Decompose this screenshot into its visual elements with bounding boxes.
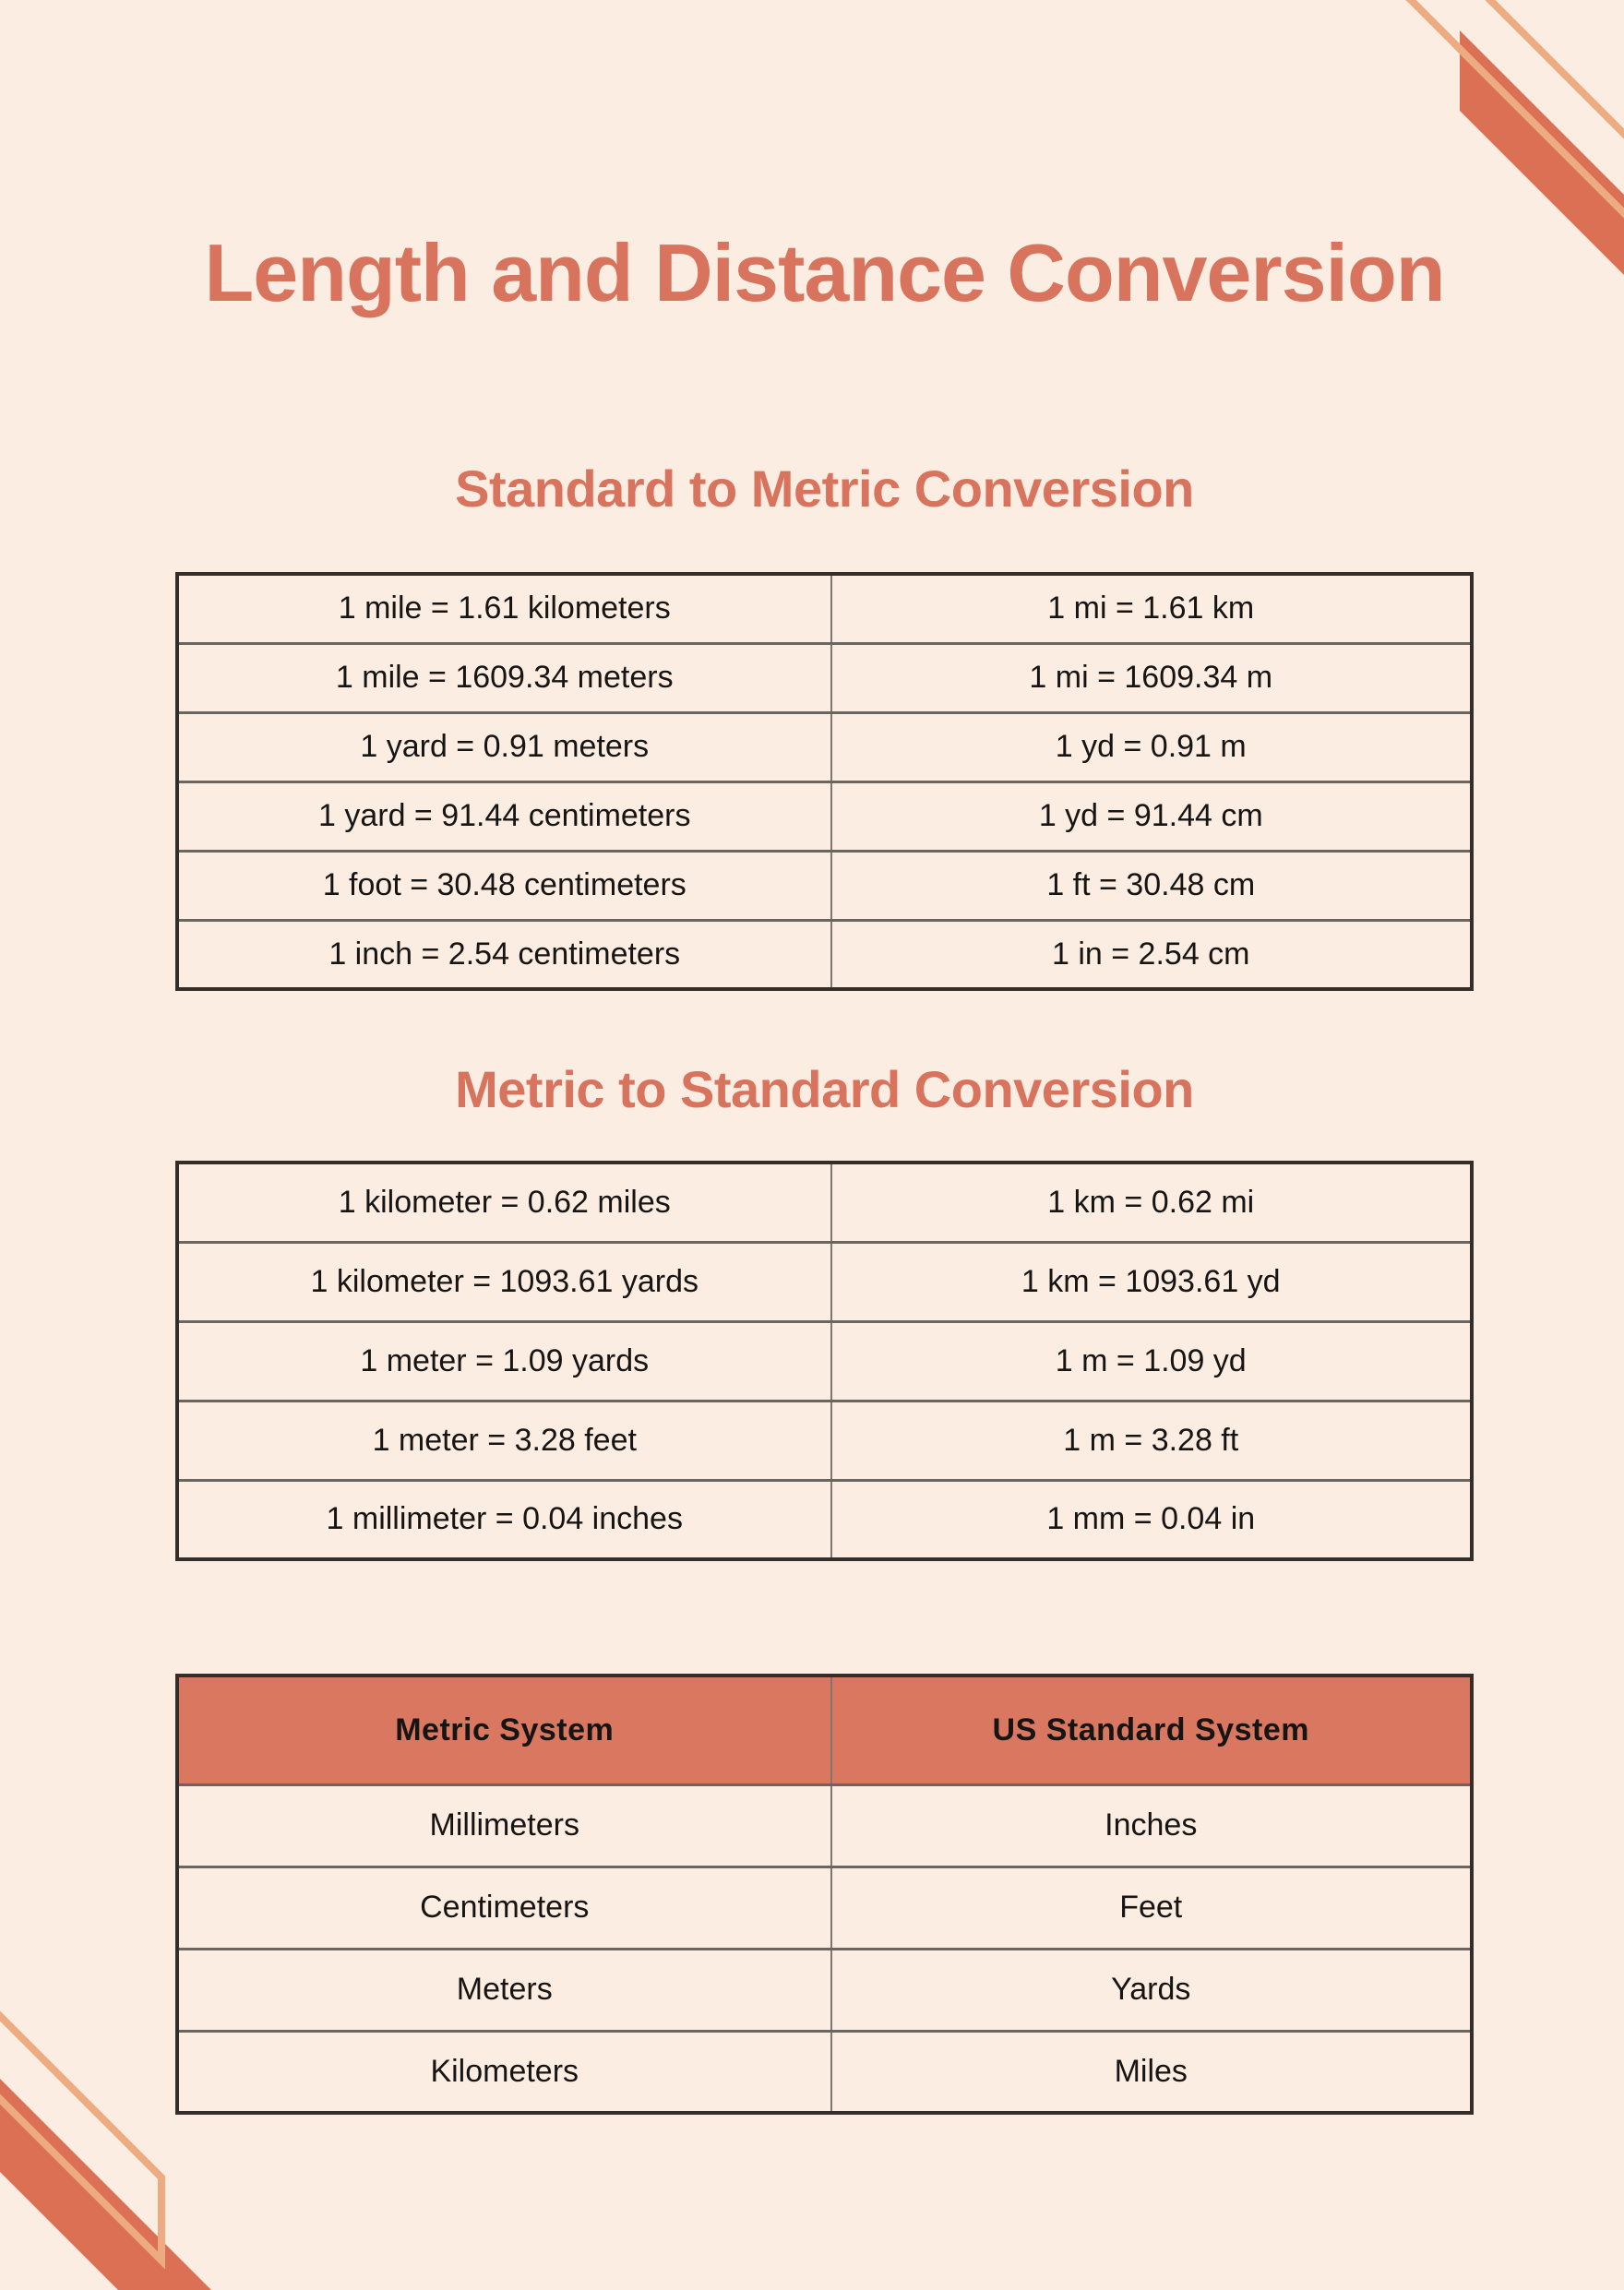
ribbon-band-top-right bbox=[1460, 30, 1624, 275]
table-row: 1 inch = 2.54 centimeters 1 in = 2.54 cm bbox=[176, 918, 1473, 991]
table-row: 1 meter = 1.09 yards 1 m = 1.09 yd bbox=[176, 1319, 1473, 1402]
table-row: Meters Yards bbox=[176, 1947, 1473, 2033]
ribbon-bent-stripe-bottom-left bbox=[0, 2010, 165, 2270]
table-row: 1 yard = 0.91 meters 1 yd = 0.91 m bbox=[176, 710, 1473, 783]
table-row: 1 foot = 30.48 centimeters 1 ft = 30.48 … bbox=[176, 849, 1473, 922]
us-standard-system-header: US Standard System bbox=[830, 1674, 1473, 1786]
conversion-cell: 1 mi = 1609.34 m bbox=[830, 641, 1473, 714]
metric-system-header: Metric System bbox=[176, 1674, 832, 1786]
table-row: 1 kilometer = 1093.61 yards 1 km = 1093.… bbox=[176, 1240, 1473, 1323]
ribbon-pinstripe-top-right bbox=[1405, 0, 1624, 219]
table-row: Kilometers Miles bbox=[176, 2029, 1473, 2115]
conversion-cell: 1 yard = 0.91 meters bbox=[176, 710, 832, 783]
conversion-cell: 1 m = 3.28 ft bbox=[830, 1399, 1473, 1482]
unit-cell: Kilometers bbox=[176, 2029, 832, 2115]
conversion-cell: 1 foot = 30.48 centimeters bbox=[176, 849, 832, 922]
conversion-cell: 1 kilometer = 1093.61 yards bbox=[176, 1240, 832, 1323]
unit-cell: Centimeters bbox=[176, 1865, 832, 1950]
conversion-cell: 1 m = 1.09 yd bbox=[830, 1319, 1473, 1402]
unit-cell: Yards bbox=[830, 1947, 1473, 2033]
conversion-cell: 1 meter = 3.28 feet bbox=[176, 1399, 832, 1482]
conversion-cell: 1 km = 0.62 mi bbox=[830, 1161, 1473, 1244]
table-row: 1 meter = 3.28 feet 1 m = 3.28 ft bbox=[176, 1399, 1473, 1482]
conversion-cell: 1 ft = 30.48 cm bbox=[830, 849, 1473, 922]
table-row: 1 millimeter = 0.04 inches 1 mm = 0.04 i… bbox=[176, 1478, 1473, 1561]
standard-to-metric-table: 1 mile = 1.61 kilometers 1 mi = 1.61 km … bbox=[175, 572, 1474, 991]
metric-to-standard-table: 1 kilometer = 0.62 miles 1 km = 0.62 mi … bbox=[175, 1161, 1474, 1561]
table-row: 1 kilometer = 0.62 miles 1 km = 0.62 mi bbox=[176, 1161, 1473, 1244]
unit-cell: Feet bbox=[830, 1865, 1473, 1950]
table-row: 1 mile = 1609.34 meters 1 mi = 1609.34 m bbox=[176, 641, 1473, 714]
table-row: 1 mile = 1.61 kilometers 1 mi = 1.61 km bbox=[176, 572, 1473, 645]
conversion-cell: 1 mi = 1.61 km bbox=[830, 572, 1473, 645]
page-title: Length and Distance Conversion bbox=[204, 227, 1446, 318]
section-heading-metric-to-standard: Metric to Standard Conversion bbox=[455, 1060, 1194, 1118]
section-heading-standard-to-metric: Standard to Metric Conversion bbox=[455, 459, 1194, 518]
table-header-row: Metric System US Standard System bbox=[176, 1674, 1473, 1786]
conversion-cell: 1 mile = 1.61 kilometers bbox=[176, 572, 832, 645]
conversion-cell: 1 inch = 2.54 centimeters bbox=[176, 918, 832, 991]
table-row: 1 yard = 91.44 centimeters 1 yd = 91.44 … bbox=[176, 780, 1473, 853]
conversion-cell: 1 yd = 91.44 cm bbox=[830, 780, 1473, 853]
conversion-cell: 1 mile = 1609.34 meters bbox=[176, 641, 832, 714]
conversion-cell: 1 km = 1093.61 yd bbox=[830, 1240, 1473, 1323]
conversion-cell: 1 yd = 0.91 m bbox=[830, 710, 1473, 783]
unit-cell: Miles bbox=[830, 2029, 1473, 2115]
conversion-cell: 1 kilometer = 0.62 miles bbox=[176, 1161, 832, 1244]
unit-cell: Inches bbox=[830, 1783, 1473, 1868]
unit-cell: Meters bbox=[176, 1947, 832, 2033]
conversion-cell: 1 mm = 0.04 in bbox=[830, 1478, 1473, 1561]
conversion-cell: 1 in = 2.54 cm bbox=[830, 918, 1473, 991]
ribbon-thin-line-top-right bbox=[1485, 0, 1624, 139]
conversion-cell: 1 yard = 91.44 centimeters bbox=[176, 780, 832, 853]
system-comparison-table: Metric System US Standard System Millime… bbox=[175, 1674, 1474, 2115]
table-row: Centimeters Feet bbox=[176, 1865, 1473, 1950]
conversion-cell: 1 millimeter = 0.04 inches bbox=[176, 1478, 832, 1561]
conversion-cell: 1 meter = 1.09 yards bbox=[176, 1319, 832, 1402]
table-row: Millimeters Inches bbox=[176, 1783, 1473, 1868]
unit-cell: Millimeters bbox=[176, 1783, 832, 1868]
